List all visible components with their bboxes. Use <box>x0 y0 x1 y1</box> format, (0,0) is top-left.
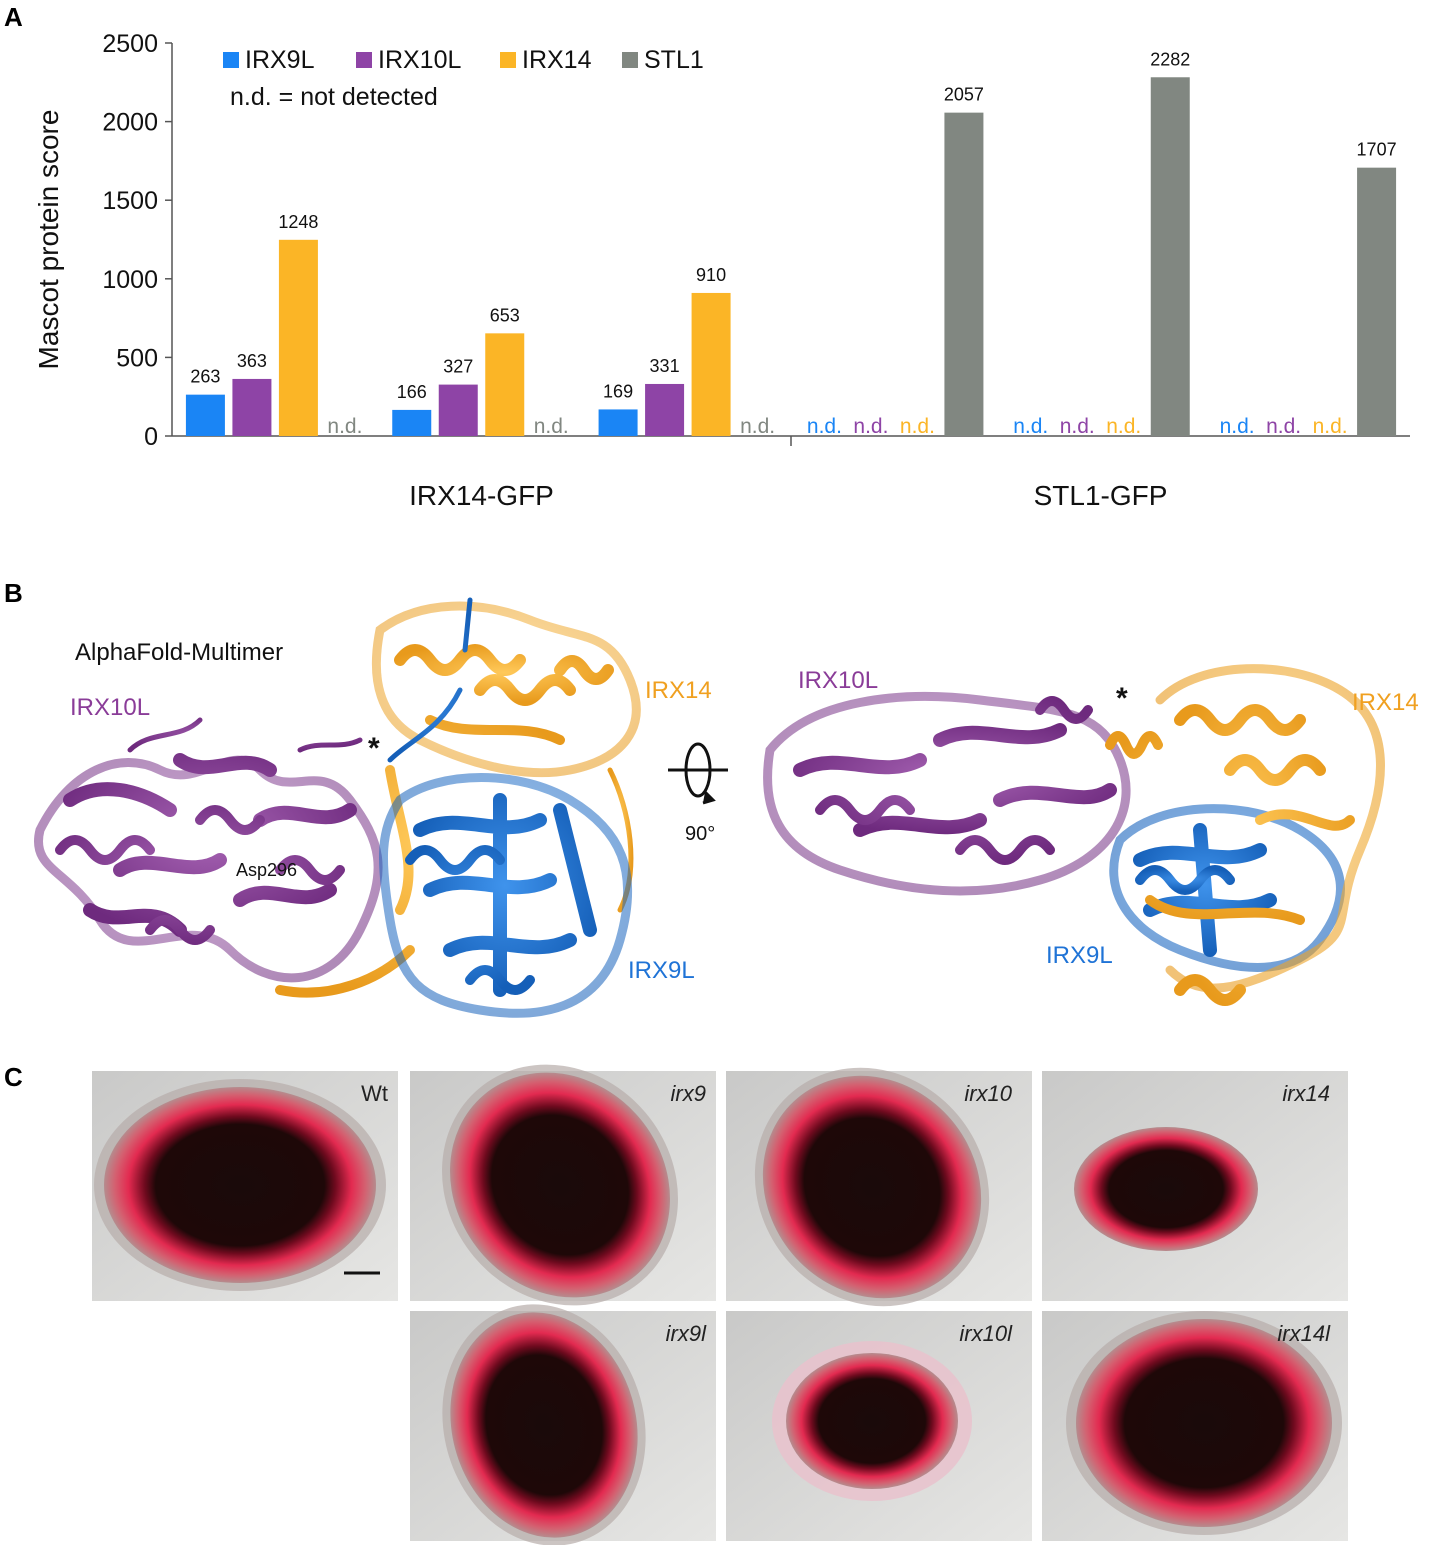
y-tick-label: 1000 <box>102 266 158 294</box>
bar <box>185 394 225 436</box>
bar <box>392 409 432 436</box>
bar <box>691 292 731 436</box>
bar-value-label: 2057 <box>944 85 984 105</box>
bar <box>645 383 685 436</box>
bar <box>438 384 478 436</box>
seed-image-irx9l <box>410 1304 716 1545</box>
right-interface-star: * <box>1116 682 1128 715</box>
panel-letter-b: B <box>4 578 23 608</box>
seed-label-irx9l: irx9l <box>666 1321 707 1346</box>
nd-label: n.d. <box>534 415 569 438</box>
y-tick-label: 1500 <box>102 187 158 215</box>
seed-image-irx14 <box>1042 1071 1348 1301</box>
right-irx10l-ribbon <box>763 692 1131 896</box>
nd-label: n.d. <box>740 415 775 438</box>
seed-image-irx9 <box>410 1064 716 1306</box>
structure-panel: AlphaFold-Multimer IRX10L IRX14 IRX9L As… <box>34 597 1419 1018</box>
legend-label: STL1 <box>644 46 704 74</box>
nd-label: n.d. <box>1060 415 1095 438</box>
y-tick-label: 0 <box>144 423 158 451</box>
seed-label-irx14: irx14 <box>1282 1081 1330 1106</box>
panel-letter-a: A <box>4 2 23 32</box>
group-label: STL1-GFP <box>1034 480 1168 511</box>
left-irx10l-ribbon <box>34 717 383 983</box>
asp296-label: Asp296 <box>236 860 297 880</box>
right-irx9l-label: IRX9L <box>1046 942 1113 969</box>
left-irx9l-ribbon <box>378 597 633 1018</box>
seed-image-wt <box>92 1071 398 1301</box>
bar <box>1150 77 1190 437</box>
right-irx14-ribbon <box>1105 664 1385 1006</box>
right-irx10l-label: IRX10L <box>798 667 878 694</box>
seed-label-wt: Wt <box>361 1081 388 1106</box>
left-irx14-label: IRX14 <box>645 677 712 704</box>
nd-label: n.d. <box>853 415 888 438</box>
y-tick-label: 500 <box>116 344 158 372</box>
legend-swatch <box>356 52 372 68</box>
bar-value-label: 363 <box>237 351 267 371</box>
bar-value-label: 2282 <box>1150 49 1190 69</box>
seed-label-irx10: irx10 <box>964 1081 1012 1106</box>
seed-image-irx10l <box>726 1311 1032 1541</box>
right-irx14-label: IRX14 <box>1352 689 1419 716</box>
bar-value-label: 910 <box>696 265 726 285</box>
seed-label-irx9: irx9 <box>671 1081 706 1106</box>
nd-label: n.d. <box>1013 415 1048 438</box>
legend-label: IRX14 <box>522 46 592 74</box>
bar-value-label: 331 <box>650 356 680 376</box>
seed-label-irx14l: irx14l <box>1277 1321 1331 1346</box>
nd-label: n.d. <box>1106 415 1141 438</box>
left-irx10l-label: IRX10L <box>70 694 150 721</box>
right-structure-model: IRX10L IRX14 IRX9L * <box>763 664 1419 1006</box>
legend-swatch <box>223 52 239 68</box>
nd-label: n.d. <box>807 415 842 438</box>
bar <box>598 409 638 436</box>
panel-letter-c: C <box>4 1062 23 1092</box>
bar-value-label: 166 <box>397 382 427 402</box>
seed-images-panel: Wt irx9 irx10 irx14 irx9l irx10l irx14l <box>92 1064 1348 1545</box>
y-tick-label: 2000 <box>102 109 158 137</box>
left-irx14-ribbon <box>275 601 641 998</box>
bar-value-label: 1248 <box>278 212 318 232</box>
nd-label: n.d. <box>327 415 362 438</box>
rotation-icon <box>668 742 728 805</box>
left-structure-model: AlphaFold-Multimer IRX10L IRX14 IRX9L As… <box>34 597 712 1018</box>
right-irx9l-ribbon <box>1109 804 1345 972</box>
rotation-label: 90° <box>685 823 715 845</box>
bar <box>944 112 984 437</box>
y-axis-title: Mascot protein score <box>33 110 64 370</box>
nd-label: n.d. <box>1266 415 1301 438</box>
seed-label-irx10l: irx10l <box>959 1321 1013 1346</box>
structure-method-label: AlphaFold-Multimer <box>75 639 283 666</box>
bar <box>485 333 525 436</box>
left-interface-star: * <box>368 732 380 765</box>
seed-image-irx14l <box>1042 1311 1348 1541</box>
y-tick-label: 2500 <box>102 30 158 58</box>
mascot-score-chart: 0 500 1000 1500 2000 2500 Mascot protein score… <box>33 30 1410 511</box>
legend-label: IRX9L <box>245 46 315 74</box>
bar-value-label: 263 <box>190 367 220 387</box>
bar-value-label: 169 <box>603 381 633 401</box>
bar <box>278 239 318 436</box>
legend-swatch <box>500 52 516 68</box>
nd-label: n.d. <box>1220 415 1255 438</box>
bar <box>1357 167 1397 436</box>
bar <box>232 378 272 436</box>
nd-label: n.d. <box>900 415 935 438</box>
legend-label: IRX10L <box>378 46 461 74</box>
nd-label: n.d. <box>1313 415 1348 438</box>
left-irx9l-label: IRX9L <box>628 957 695 984</box>
seed-image-irx10 <box>726 1067 1032 1307</box>
bar-value-label: 653 <box>490 305 520 325</box>
bar-value-label: 1707 <box>1357 140 1397 160</box>
legend-note: n.d. = not detected <box>230 83 438 111</box>
bar-value-label: 327 <box>443 357 473 377</box>
legend-swatch <box>622 52 638 68</box>
group-label: IRX14-GFP <box>409 480 554 511</box>
